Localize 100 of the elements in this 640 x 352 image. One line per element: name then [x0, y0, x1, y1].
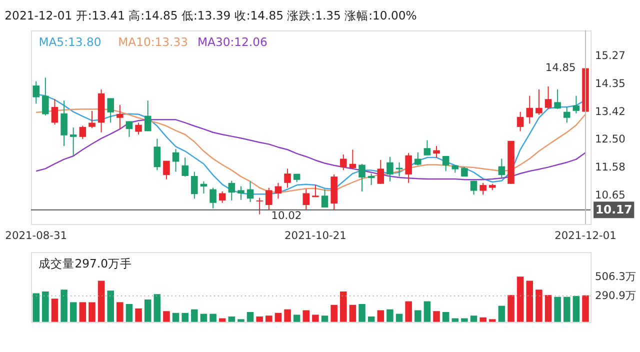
chart-title: 成交量297.0万手 [38, 256, 132, 271]
candlestick [386, 156, 394, 182]
y-tick-label: 13.42 [594, 104, 626, 118]
candlestick [377, 159, 384, 184]
candlestick [470, 180, 478, 196]
candlestick [526, 95, 534, 124]
candlestick [107, 98, 114, 124]
candlestick [246, 180, 254, 202]
bar [228, 316, 236, 322]
bar [51, 298, 58, 322]
bar [508, 295, 514, 322]
candlestick [135, 122, 142, 135]
bar [396, 314, 403, 322]
bar [293, 314, 300, 322]
x-tick-label: 2021-10-21 [284, 229, 346, 242]
bar [424, 301, 431, 322]
candlestick [163, 160, 170, 180]
candlestick [554, 88, 561, 110]
candlestick [228, 180, 236, 201]
bar [135, 308, 142, 322]
bar [126, 304, 133, 322]
candlestick [312, 184, 319, 198]
candlestick [396, 162, 403, 178]
bar [386, 309, 394, 322]
candlestick [60, 100, 68, 146]
candlestick [70, 127, 77, 156]
bar [442, 312, 450, 322]
chart-title: 2021-12-01 开:13.41 高:14.85 低:13.39 收:14.85 涨跌:1.35 涨幅:10.00% [4, 8, 417, 22]
bar [163, 311, 170, 322]
candlestick [321, 188, 328, 208]
candlestick [274, 182, 282, 200]
bar [32, 293, 40, 322]
bar [377, 310, 384, 322]
candlestick [480, 182, 486, 196]
bar [312, 314, 319, 322]
bar [266, 316, 272, 322]
candlestick [442, 156, 450, 172]
candlestick [182, 157, 188, 178]
candlestick [79, 125, 86, 140]
candlestick [172, 148, 180, 172]
candlestick [256, 197, 263, 215]
candlestick [51, 98, 58, 125]
bar [70, 302, 77, 322]
bar [452, 318, 459, 322]
y-tick-label: 12.50 [594, 132, 626, 146]
candlestick [144, 100, 152, 132]
bar [238, 319, 244, 322]
candlestick [405, 152, 412, 184]
candlestick [544, 86, 552, 110]
y-tick-label: 11.58 [594, 160, 626, 174]
bar [246, 312, 254, 322]
bar [536, 290, 542, 322]
bar [563, 296, 570, 322]
bar [210, 314, 216, 322]
candlestick [302, 188, 310, 210]
bar [98, 280, 105, 322]
candlestick [284, 168, 291, 188]
candlestick [42, 77, 49, 116]
bar [544, 295, 552, 322]
candlestick [424, 140, 431, 156]
candlestick [116, 104, 124, 130]
bar [321, 316, 328, 322]
y-tick-label: 506.3万 [594, 270, 636, 283]
text: MA5:13.80 [38, 34, 102, 49]
bar [116, 302, 124, 322]
candlestick [88, 110, 96, 129]
candlestick [516, 111, 524, 132]
bar [302, 310, 310, 322]
bar [582, 295, 589, 322]
candlestick [536, 88, 542, 116]
bar [274, 312, 282, 322]
bar [488, 319, 496, 322]
bar [340, 291, 347, 322]
candlestick [340, 154, 347, 171]
candlestick [349, 149, 356, 170]
candlestick [572, 95, 580, 114]
bar [461, 318, 468, 322]
candlestick [498, 158, 506, 179]
bar [516, 276, 524, 322]
y-tick-label: 290.9万 [594, 289, 636, 302]
bar [284, 309, 291, 322]
bar [256, 316, 263, 322]
bar [172, 312, 180, 322]
candlestick [126, 120, 133, 138]
bar [42, 291, 49, 322]
candlestick [218, 190, 226, 204]
bar [480, 317, 486, 322]
candlestick [563, 106, 570, 124]
x-tick-label: 2021-12-01 [554, 229, 616, 242]
bar [191, 309, 198, 322]
annotation: 10.02 [271, 209, 302, 222]
bar [154, 294, 161, 322]
candlestick [266, 187, 272, 210]
bar [554, 296, 561, 322]
text: MA30:12.06 [198, 34, 268, 49]
bar [330, 304, 338, 322]
annotation: 14.85 [545, 61, 576, 74]
candlestick [238, 186, 244, 200]
bar [358, 304, 366, 322]
bar [60, 290, 68, 322]
